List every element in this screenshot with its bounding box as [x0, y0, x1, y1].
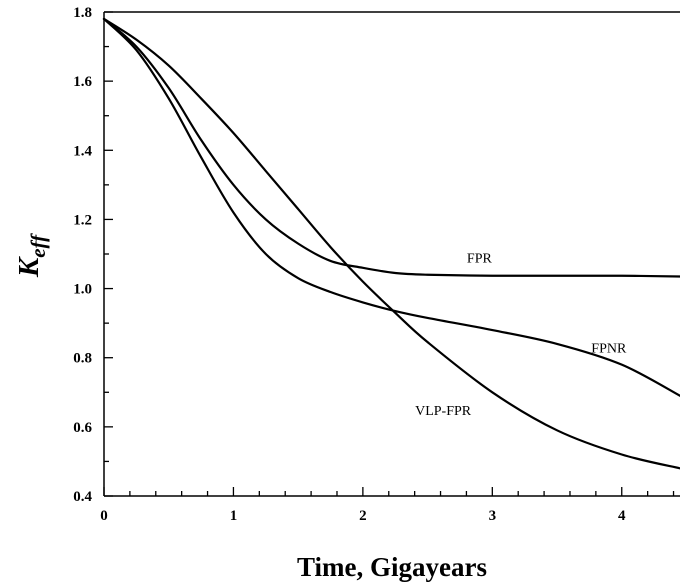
- y-tick-label: 0.8: [73, 351, 92, 367]
- y-tick-label: 1.6: [73, 74, 92, 90]
- x-tick-label: 1: [230, 508, 238, 524]
- series-line-fpr: [102, 17, 680, 278]
- y-axis-title-sub: eff: [26, 233, 50, 258]
- y-tick-label: 0.6: [73, 420, 92, 436]
- series-labels: FPR FPNR VLP-FPR: [415, 252, 627, 419]
- axes: [103, 11, 680, 497]
- ticks: 0.4 0.6 0.8 1.0 1.2 1.4 1.6 1.8 0 1 2 3 4: [73, 5, 675, 524]
- y-axis-title: Keff: [13, 233, 50, 278]
- series-line-fpnr: [102, 17, 680, 397]
- y-tick-label: 1.2: [73, 212, 92, 228]
- x-axis-title: Time, Gigayears: [297, 552, 487, 582]
- series-group: [102, 17, 680, 470]
- x-tick-label: 4: [618, 508, 626, 524]
- y-tick-label: 1.4: [73, 143, 92, 159]
- series-line-vlp-fpr: [102, 17, 680, 470]
- y-tick-label: 0.4: [73, 489, 92, 505]
- x-tick-label: 3: [489, 508, 497, 524]
- x-tick-label: 0: [100, 508, 108, 524]
- y-tick-label: 1.8: [73, 5, 92, 21]
- x-tick-label: 2: [359, 508, 367, 524]
- series-label-fpr: FPR: [467, 252, 493, 267]
- y-axis-title-main: K: [13, 256, 45, 278]
- series-label-vlp-fpr: VLP-FPR: [415, 404, 472, 419]
- y-tick-label: 1.0: [73, 282, 92, 298]
- series-label-fpnr: FPNR: [591, 342, 627, 357]
